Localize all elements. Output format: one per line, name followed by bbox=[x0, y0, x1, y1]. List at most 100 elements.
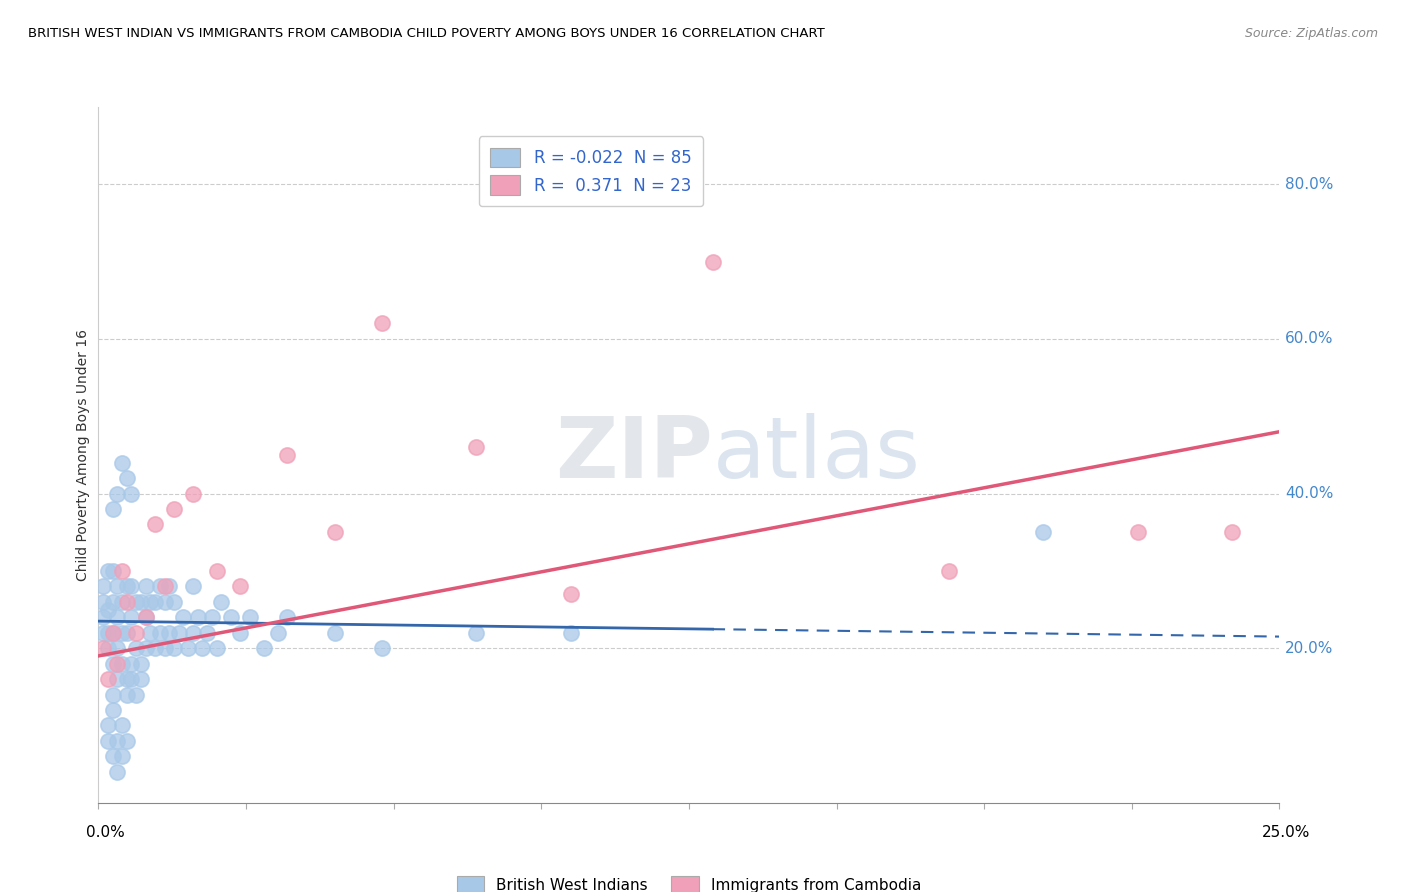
Text: 80.0%: 80.0% bbox=[1285, 177, 1334, 192]
Point bbox=[105, 610, 128, 624]
Point bbox=[938, 564, 960, 578]
Point bbox=[276, 448, 298, 462]
Point bbox=[101, 657, 124, 671]
Y-axis label: Child Poverty Among Boys Under 16: Child Poverty Among Boys Under 16 bbox=[76, 329, 90, 581]
Point bbox=[143, 641, 166, 656]
Point bbox=[135, 610, 157, 624]
Point bbox=[195, 625, 218, 640]
Point bbox=[105, 486, 128, 500]
Point bbox=[125, 595, 148, 609]
Point bbox=[181, 579, 204, 593]
Point bbox=[111, 625, 134, 640]
Point bbox=[229, 579, 252, 593]
Point bbox=[91, 625, 114, 640]
Point bbox=[181, 486, 204, 500]
Point bbox=[219, 610, 242, 624]
Point bbox=[101, 502, 124, 516]
Point bbox=[201, 610, 224, 624]
Point bbox=[111, 749, 134, 764]
Point bbox=[101, 625, 124, 640]
Point bbox=[129, 595, 152, 609]
Point bbox=[111, 657, 134, 671]
Point bbox=[702, 254, 724, 268]
Point bbox=[205, 641, 228, 656]
Point bbox=[163, 641, 186, 656]
Point bbox=[560, 625, 582, 640]
Point bbox=[97, 564, 120, 578]
Point bbox=[187, 610, 209, 624]
Point bbox=[276, 610, 298, 624]
Point bbox=[105, 579, 128, 593]
Text: ZIP: ZIP bbox=[555, 413, 713, 497]
Point bbox=[1126, 525, 1149, 540]
Point bbox=[111, 595, 134, 609]
Point bbox=[153, 595, 176, 609]
Point bbox=[157, 625, 180, 640]
Point bbox=[115, 625, 138, 640]
Point bbox=[163, 595, 186, 609]
Point bbox=[135, 579, 157, 593]
Point bbox=[125, 625, 148, 640]
Point bbox=[323, 625, 346, 640]
Point bbox=[153, 579, 176, 593]
Point bbox=[121, 672, 143, 686]
Point bbox=[167, 625, 190, 640]
Point bbox=[115, 688, 138, 702]
Point bbox=[149, 625, 172, 640]
Point bbox=[143, 595, 166, 609]
Point bbox=[163, 502, 186, 516]
Point bbox=[191, 641, 214, 656]
Point bbox=[239, 610, 262, 624]
Point bbox=[121, 610, 143, 624]
Point bbox=[465, 440, 488, 454]
Point bbox=[91, 595, 114, 609]
Point bbox=[97, 625, 120, 640]
Point bbox=[105, 641, 128, 656]
Point bbox=[101, 688, 124, 702]
Point bbox=[125, 688, 148, 702]
Text: 0.0%: 0.0% bbox=[86, 825, 125, 840]
Point bbox=[253, 641, 276, 656]
Point bbox=[209, 595, 232, 609]
Point bbox=[97, 734, 120, 748]
Point bbox=[1220, 525, 1243, 540]
Point bbox=[139, 625, 162, 640]
Point bbox=[91, 610, 114, 624]
Point bbox=[91, 579, 114, 593]
Point bbox=[149, 579, 172, 593]
Point bbox=[115, 471, 138, 485]
Point bbox=[121, 486, 143, 500]
Point bbox=[101, 749, 124, 764]
Point bbox=[121, 579, 143, 593]
Point bbox=[135, 641, 157, 656]
Point bbox=[129, 657, 152, 671]
Point bbox=[91, 641, 114, 656]
Point bbox=[101, 703, 124, 717]
Point bbox=[143, 517, 166, 532]
Point bbox=[101, 595, 124, 609]
Point bbox=[1032, 525, 1054, 540]
Point bbox=[205, 564, 228, 578]
Point bbox=[177, 641, 200, 656]
Point bbox=[105, 734, 128, 748]
Point bbox=[181, 625, 204, 640]
Point bbox=[97, 718, 120, 732]
Point bbox=[115, 595, 138, 609]
Point bbox=[115, 579, 138, 593]
Text: 20.0%: 20.0% bbox=[1285, 640, 1334, 656]
Point bbox=[125, 641, 148, 656]
Point bbox=[267, 625, 290, 640]
Point bbox=[135, 610, 157, 624]
Point bbox=[153, 641, 176, 656]
Point bbox=[560, 587, 582, 601]
Text: 60.0%: 60.0% bbox=[1285, 332, 1334, 346]
Text: 40.0%: 40.0% bbox=[1285, 486, 1334, 501]
Point bbox=[139, 595, 162, 609]
Point bbox=[105, 672, 128, 686]
Point bbox=[129, 672, 152, 686]
Text: atlas: atlas bbox=[713, 413, 921, 497]
Point bbox=[105, 657, 128, 671]
Point bbox=[111, 564, 134, 578]
Point bbox=[323, 525, 346, 540]
Point bbox=[371, 641, 394, 656]
